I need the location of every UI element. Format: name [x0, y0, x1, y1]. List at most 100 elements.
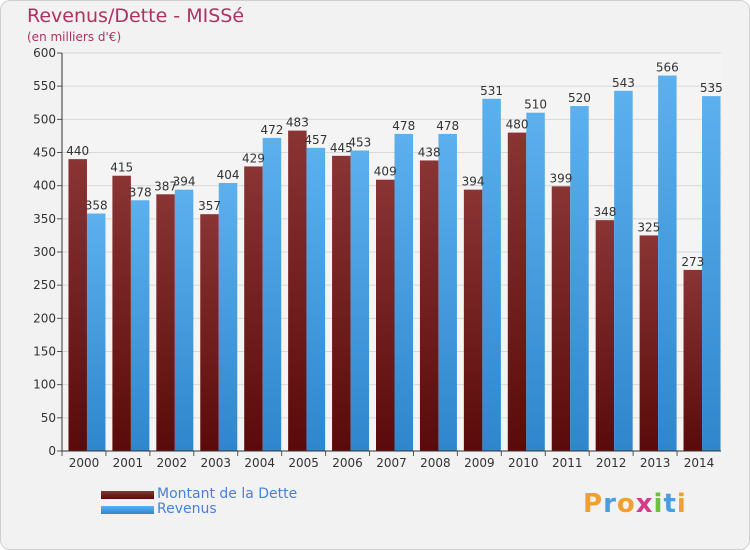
legend-swatch-debt	[101, 491, 154, 499]
revenue-bar	[218, 183, 238, 451]
data-label: 325	[637, 220, 660, 234]
x-tick-label: 2003	[200, 456, 231, 470]
data-label: 438	[418, 145, 441, 159]
data-label: 387	[154, 179, 177, 193]
data-label: 429	[242, 151, 265, 165]
debt-bar	[376, 179, 395, 452]
y-tick-label: 300	[33, 245, 56, 259]
debt-bar	[288, 130, 307, 452]
data-label: 520	[568, 91, 591, 105]
revenue-bar	[86, 213, 106, 451]
data-label: 472	[260, 123, 283, 137]
logo-letter: o	[616, 489, 636, 519]
debt-bar	[551, 186, 571, 451]
x-tick-label: 2012	[596, 456, 627, 470]
revenue-bar	[350, 150, 370, 451]
logo-letter: r	[603, 489, 617, 519]
data-label: 357	[198, 199, 221, 213]
data-label: 535	[700, 81, 723, 95]
debt-bar	[595, 220, 615, 451]
x-tick-label: 2007	[376, 456, 407, 470]
data-label: 348	[593, 205, 616, 219]
data-label: 566	[656, 61, 679, 75]
data-label: 409	[374, 165, 397, 179]
y-tick-label: 50	[41, 411, 56, 425]
y-tick-label: 400	[33, 179, 56, 193]
x-tick-label: 2006	[332, 456, 363, 470]
debt-bar	[419, 160, 439, 451]
y-tick-label: 100	[33, 378, 56, 392]
data-label: 399	[550, 171, 573, 185]
data-label: 415	[110, 161, 133, 175]
x-tick-label: 2014	[684, 456, 715, 470]
x-tick-label: 2011	[552, 456, 583, 470]
x-tick-label: 2005	[288, 456, 319, 470]
logo-letter: i	[676, 489, 687, 519]
revenue-bar	[130, 200, 150, 451]
data-label: 273	[681, 255, 704, 269]
debt-bar	[200, 214, 219, 451]
data-label: 478	[436, 119, 459, 133]
data-label: 394	[462, 175, 485, 189]
x-tick-label: 2013	[640, 456, 671, 470]
debt-bar	[332, 155, 351, 452]
debt-bar	[156, 194, 175, 452]
revenue-bar	[658, 75, 677, 451]
y-tick-label: 250	[33, 278, 56, 292]
logo-letter: t	[663, 489, 677, 519]
data-label: 543	[612, 76, 635, 90]
data-label: 394	[173, 175, 196, 189]
data-label: 480	[506, 118, 529, 132]
revenue-bar	[482, 98, 501, 452]
revenue-bar	[174, 189, 194, 451]
chart-subtitle: (en milliers d'€)	[27, 30, 122, 44]
y-tick-label: 600	[33, 46, 56, 60]
debt-bar	[244, 166, 263, 451]
data-label: 358	[85, 199, 108, 213]
revenue-bar	[570, 106, 589, 452]
legend-swatch-revenue	[101, 506, 154, 514]
legend-label-revenue: Revenus	[157, 501, 217, 517]
debt-bar	[112, 175, 131, 451]
revenue-bar	[614, 90, 633, 451]
x-tick-label: 2008	[420, 456, 451, 470]
data-label: 445	[330, 141, 353, 155]
data-label: 378	[129, 185, 152, 199]
y-tick-label: 500	[33, 112, 56, 126]
revenue-bar	[262, 137, 282, 451]
data-label: 510	[524, 98, 547, 112]
x-tick-label: 2000	[69, 456, 100, 470]
revenue-bar	[702, 96, 721, 451]
revenue-bar	[394, 133, 413, 451]
logo-letter: x	[635, 489, 654, 519]
data-label: 440	[66, 144, 89, 158]
x-tick-label: 2001	[113, 456, 144, 470]
proxiti-logo: Proxiti	[583, 489, 687, 519]
y-tick-label: 350	[33, 212, 56, 226]
data-label: 404	[217, 168, 240, 182]
logo-letter: i	[653, 489, 664, 519]
revenue-bar	[438, 133, 457, 451]
data-label: 483	[286, 116, 309, 130]
legend-label-debt: Montant de la Dette	[157, 486, 298, 502]
revenue-bar	[306, 147, 326, 451]
chart-title: Revenus/Dette - MISSé	[27, 5, 245, 27]
debt-bar	[507, 132, 527, 451]
debt-bar	[639, 235, 659, 451]
debt-bar	[68, 159, 87, 451]
y-tick-label: 150	[33, 345, 56, 359]
data-label: 478	[392, 119, 415, 133]
y-tick-label: 450	[33, 146, 56, 160]
y-tick-label: 550	[33, 79, 56, 93]
data-label: 457	[304, 133, 327, 147]
data-label: 453	[348, 136, 371, 150]
debt-bar	[683, 269, 703, 451]
x-tick-label: 2010	[508, 456, 539, 470]
x-tick-label: 2009	[464, 456, 495, 470]
revenue-bar	[526, 112, 545, 451]
y-tick-label: 0	[48, 444, 56, 458]
debt-bar	[463, 189, 483, 451]
data-label: 531	[480, 84, 503, 98]
x-tick-label: 2002	[157, 456, 188, 470]
